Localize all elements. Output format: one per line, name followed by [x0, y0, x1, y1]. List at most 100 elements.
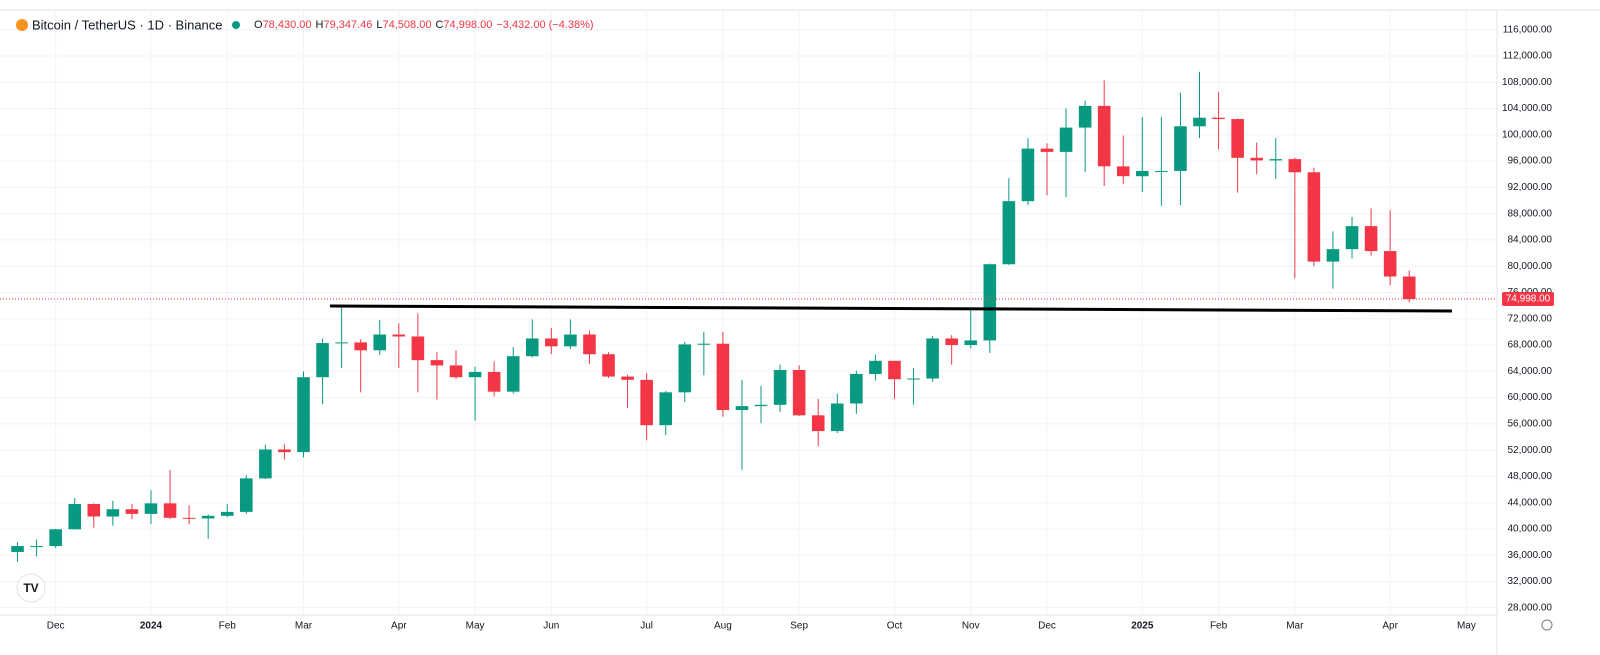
candle-body	[1021, 148, 1035, 202]
ohlc-key: H	[316, 19, 324, 31]
candle-body	[30, 546, 43, 548]
candle-body	[926, 338, 939, 379]
y-tick-label: 44,000.00	[1508, 497, 1553, 508]
candle-body	[602, 354, 615, 377]
candle-body	[545, 338, 558, 347]
y-tick-label: 32,000.00	[1508, 576, 1553, 587]
candle-body	[1155, 170, 1168, 172]
symbol-icon	[16, 19, 28, 31]
x-tick-label: Jul	[640, 621, 653, 632]
x-tick-label: Apr	[1382, 621, 1398, 632]
candle-body	[1136, 170, 1149, 177]
x-tick-label: Nov	[962, 621, 980, 632]
y-tick-label: 56,000.00	[1508, 419, 1553, 430]
candle-body	[1231, 119, 1244, 158]
candle-body	[373, 334, 387, 351]
y-tick-label: 112,000.00	[1503, 51, 1553, 62]
y-tick-label: 84,000.00	[1508, 235, 1553, 246]
candle-body	[1288, 159, 1302, 173]
x-tick-label: 2025	[1131, 621, 1154, 632]
candle-body	[888, 360, 901, 380]
ohlc-value: −3,432.00 (−4.38%)	[496, 19, 593, 31]
candle-body	[468, 371, 482, 378]
candle-body	[182, 517, 196, 519]
candle-body	[1193, 117, 1206, 127]
x-tick-label: Dec	[1038, 621, 1056, 632]
candle-body	[811, 415, 825, 432]
y-tick-label: 28,000.00	[1508, 602, 1553, 613]
ohlc-value: 74,998.00	[443, 19, 492, 31]
candle-body	[506, 356, 520, 392]
y-tick-label: 52,000.00	[1508, 445, 1553, 456]
last-price-badge	[1502, 292, 1554, 307]
candle-body	[945, 338, 958, 346]
x-tick-label: 2024	[140, 621, 163, 632]
ohlc-key: L	[376, 19, 382, 31]
candle-body	[1174, 126, 1187, 171]
y-tick-label: 88,000.00	[1508, 208, 1553, 219]
candle-body	[49, 529, 62, 547]
ohlc-header: O78,430.00 H79,347.46 L74,508.00 C74,998.00…	[254, 19, 594, 31]
candle-body	[11, 546, 24, 552]
y-tick-label: 108,000.00	[1502, 77, 1552, 88]
x-tick-label: Oct	[887, 621, 903, 632]
candle-body	[1059, 127, 1073, 152]
candle-body	[1345, 226, 1359, 250]
candle-body	[1116, 166, 1130, 177]
candle-body	[87, 504, 101, 517]
candle-body	[449, 365, 463, 378]
candle-body	[983, 264, 997, 341]
candle-body	[754, 404, 768, 407]
x-tick-label: Mar	[1286, 621, 1304, 632]
candle-body	[163, 503, 177, 518]
candle-body	[1364, 226, 1378, 252]
last-price-label: 74,998.00	[1506, 294, 1551, 305]
candle-body	[850, 373, 863, 404]
y-tick-label: 92,000.00	[1508, 182, 1553, 193]
y-tick-label: 68,000.00	[1508, 340, 1553, 351]
y-tick-label: 104,000.00	[1502, 103, 1552, 114]
x-tick-label: Sep	[790, 621, 808, 632]
ohlc-key: C	[435, 19, 443, 31]
y-tick-label: 48,000.00	[1508, 471, 1553, 482]
candle-body	[335, 342, 348, 344]
trend-line	[329, 304, 1453, 313]
candle-body	[430, 360, 444, 366]
candle-body	[907, 378, 920, 380]
candle-body	[583, 334, 596, 355]
y-tick-label: 72,000.00	[1508, 313, 1553, 324]
x-tick-label: Apr	[391, 621, 407, 632]
candle-body	[678, 344, 692, 393]
y-tick-label: 60,000.00	[1508, 392, 1553, 403]
settings-icon[interactable]	[1541, 619, 1553, 631]
candle-body	[220, 511, 234, 516]
ohlc-value: 79,347.46	[323, 19, 372, 31]
x-tick-label: May	[466, 621, 485, 632]
y-tick-label: 64,000.00	[1508, 366, 1553, 377]
candle-body	[1040, 148, 1054, 152]
candle-body	[964, 340, 978, 346]
candle-body	[1212, 117, 1225, 120]
x-tick-label: May	[1457, 621, 1476, 632]
candle-body	[697, 343, 711, 345]
y-tick-label: 96,000.00	[1508, 156, 1553, 167]
candle-body	[869, 360, 882, 374]
candle-body	[68, 504, 82, 530]
x-tick-label: Dec	[47, 621, 65, 632]
candle-body	[564, 334, 577, 347]
candle-body	[316, 343, 329, 378]
candle-body	[830, 403, 844, 432]
candle-body	[1250, 157, 1263, 161]
candle-body	[1097, 105, 1111, 167]
candle-body	[1326, 249, 1340, 262]
y-tick-label: 36,000.00	[1508, 550, 1553, 561]
candle-body	[525, 338, 539, 357]
x-tick-label: Feb	[1210, 621, 1228, 632]
candle-body	[106, 509, 120, 517]
candle-body	[773, 369, 787, 405]
x-tick-label: Jun	[543, 621, 559, 632]
y-tick-label: 100,000.00	[1502, 129, 1552, 140]
candle-body	[487, 371, 501, 392]
